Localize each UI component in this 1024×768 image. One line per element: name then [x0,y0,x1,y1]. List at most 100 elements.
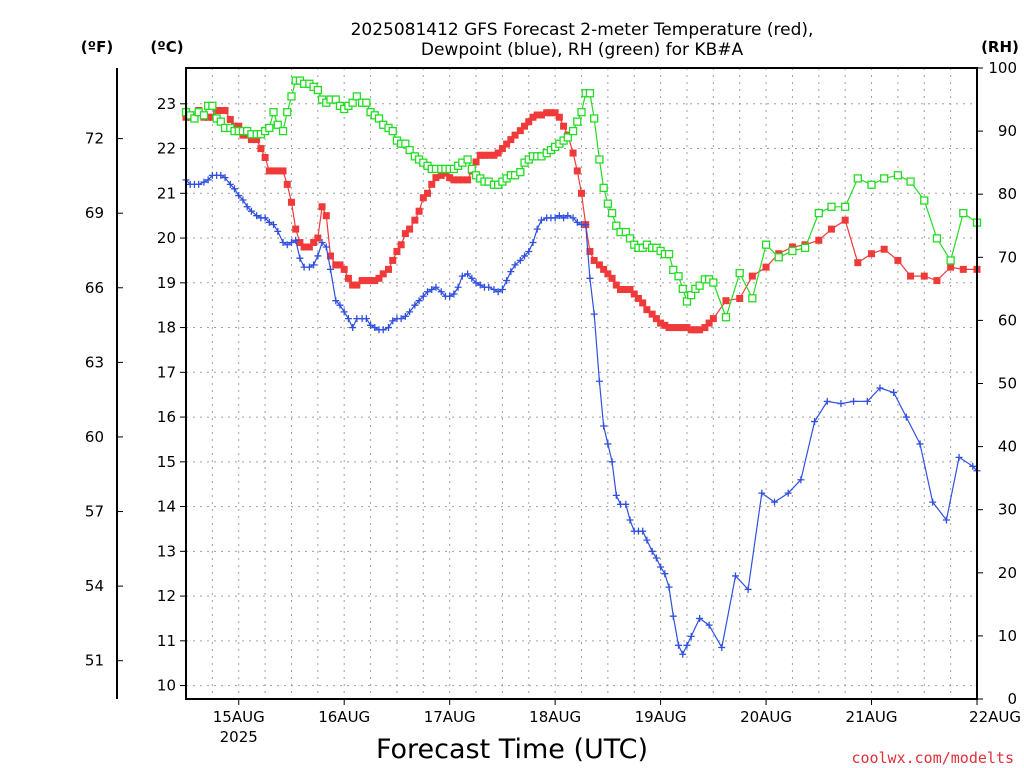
rh-point [946,256,955,265]
temperature-point [446,174,454,182]
rh-point [800,243,810,252]
fahrenheit-tick-label: 72 [85,130,104,148]
temperature-point [253,136,261,144]
rh-tick-label: 0 [1007,690,1017,708]
celsius-tick-label: 14 [157,498,176,516]
temperature-point [336,261,344,269]
rh-tick-label: 20 [998,564,1017,582]
rh-point [463,155,472,164]
temperature-point [880,245,888,253]
dewpoint-point [521,252,529,260]
chart-title: 2025081412 GFS Forecast 2-meter Temperat… [351,20,814,40]
rh-point [516,167,525,177]
fahrenheit-tick-label: 69 [85,204,104,222]
temperature-point [537,111,545,119]
rh-point [573,117,582,126]
dewpoint-point [626,516,634,524]
temperature-point [490,151,498,159]
temperature-point [894,256,902,264]
rh-point [906,177,915,186]
fahrenheit-tick-label: 63 [85,353,104,371]
temperature-point [612,281,620,289]
dewpoint-point [564,212,572,220]
rh-point [709,278,718,287]
rh-point [595,155,604,164]
fahrenheit-unit-label: (ºF) [81,38,113,56]
dewpoint-point [310,261,318,269]
dewpoint-point [296,254,304,262]
dewpoint-point [217,171,225,179]
dewpoint-point [537,216,545,224]
celsius-tick-label: 21 [157,184,176,202]
dewpoint-point [573,218,581,226]
celsius-tick-label: 23 [157,95,176,113]
rh-point [348,98,357,107]
temperature-point [464,176,472,184]
temperature-point [300,243,308,251]
temperature-point [551,109,559,117]
rh-point [621,227,630,237]
dewpoint-point [586,274,594,282]
rh-point [278,126,288,136]
temperature-point [959,265,967,273]
dewpoint-point [652,554,660,562]
rh-point [287,92,296,101]
temperature-point [340,265,348,273]
temperature-point [494,149,502,157]
dewpoint-point [498,286,506,294]
dewpoint-point [929,498,937,506]
dewpoint-point [657,563,665,571]
dewpoint-point [758,489,766,497]
rh-point [216,117,225,126]
rh-tick-label: 100 [988,59,1017,77]
temperature-point [665,324,673,332]
dewpoint-point [397,315,405,323]
rh-point [735,268,744,278]
dewpoint-point [529,239,537,247]
temperature-point [639,299,647,307]
temperature-point [705,319,713,327]
temperature-point [274,167,282,175]
date-tick-label: 20AUG [740,708,792,726]
temperature-point [213,107,221,115]
temperature-point [226,115,234,123]
temperature-point [476,151,484,159]
dewpoint-point [604,440,612,448]
rh-tick-label: 10 [998,627,1017,645]
dewpoint-point [336,301,344,309]
dewpoint-point [890,388,898,396]
dewpoint-point [507,268,515,276]
dewpoint-point [283,241,291,249]
temperature-point [634,294,642,302]
dewpoint-point [424,288,432,296]
rh-point [563,133,572,142]
dewpoint-point [490,286,498,294]
dewpoint-point [569,214,577,222]
rh-point [695,281,704,290]
rh-tick-label: 70 [998,248,1017,266]
dewpoint-point [362,315,370,323]
celsius-tick-label: 16 [157,408,176,426]
rh-point [841,202,850,211]
dewpoint-point [639,527,647,535]
temperature-point [521,122,529,130]
temperature-point [516,127,524,135]
temperature-point [411,216,419,224]
temperature-point [292,225,300,233]
dewpoint-point [669,612,677,620]
temperature-point [622,286,630,294]
date-tick-label: 16AUG [318,708,370,726]
dewpoint-point [718,644,726,652]
temperature-point [389,256,397,264]
dewpoint-point [811,418,819,426]
temperature-point [322,212,330,220]
dewpoint-point [349,324,357,332]
dewpoint-point [679,650,687,658]
dewpoint-point [643,536,651,544]
rh-point [199,111,209,120]
dewpoint-point [687,632,695,640]
fahrenheit-tick-label: 51 [85,652,104,670]
rh-tick-label: 30 [998,501,1017,519]
chart-subtitle: Dewpoint (blue), RH (green) for KB#A [421,40,744,60]
